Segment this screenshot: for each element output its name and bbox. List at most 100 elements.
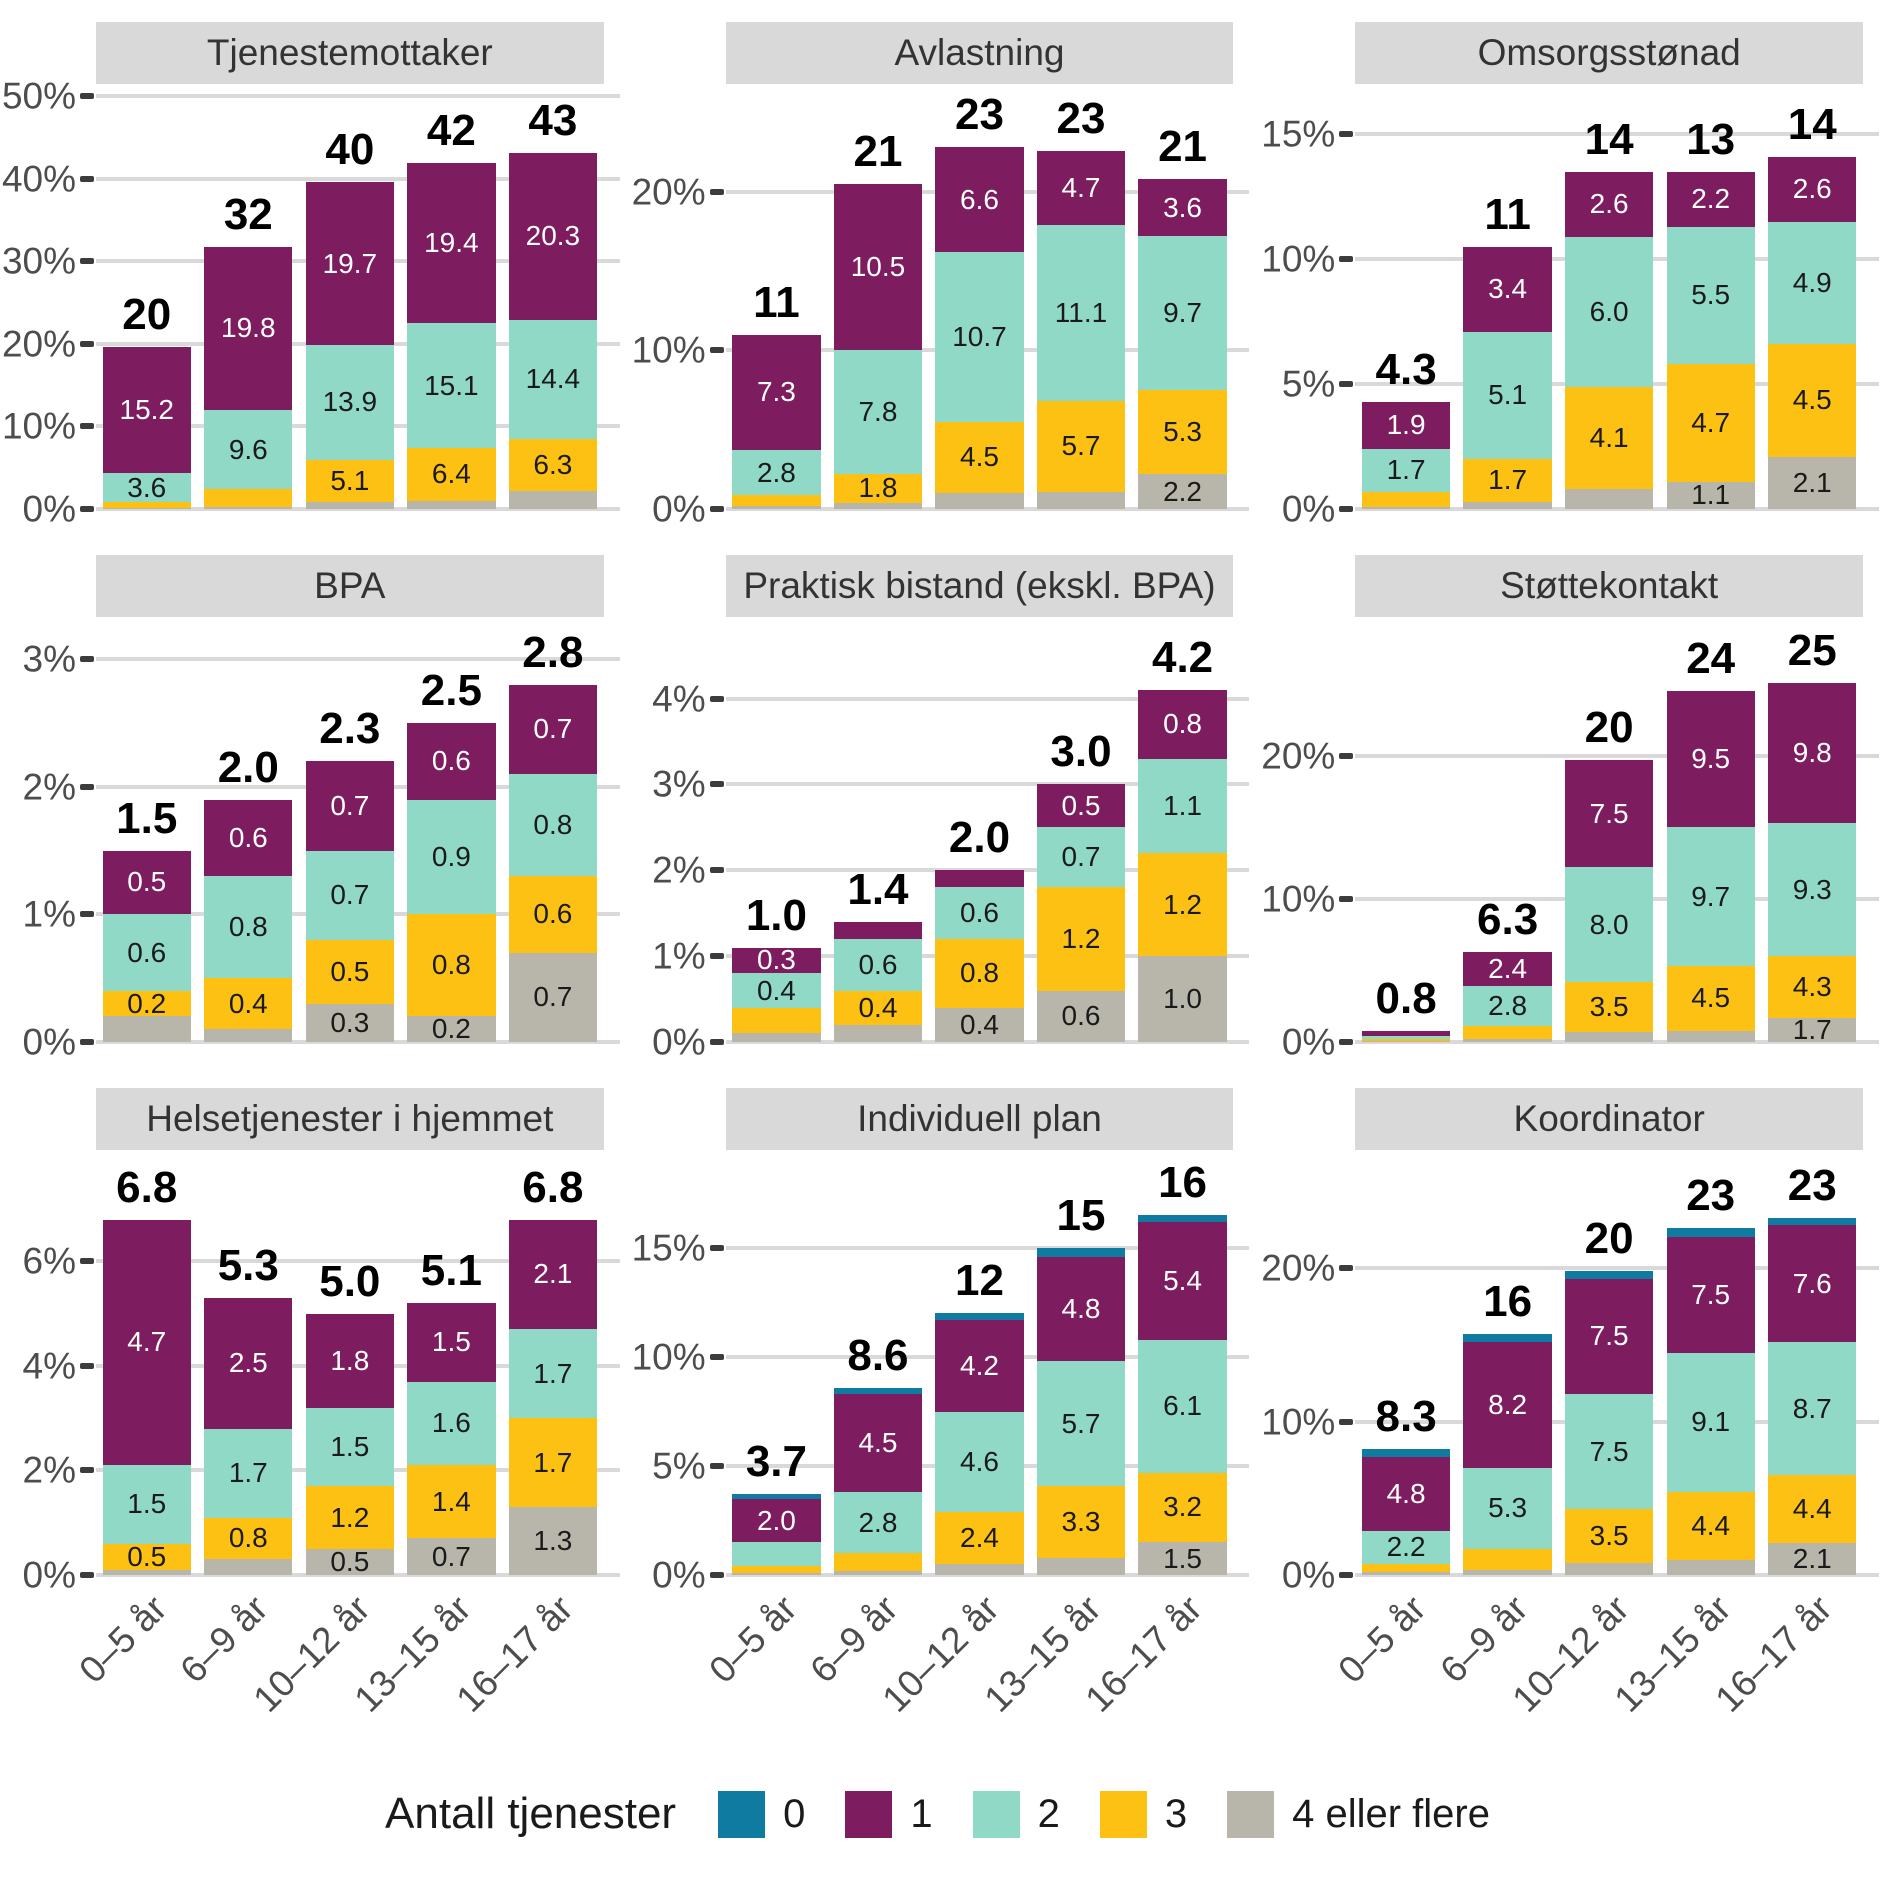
y-axis-tick-mark bbox=[709, 1354, 724, 1361]
bar-total-label: 1.0 bbox=[745, 890, 807, 940]
bar-segment-4-eller-flere bbox=[833, 502, 923, 509]
bar-segment-label: 0.6 bbox=[1061, 1000, 1101, 1032]
bar-segment-1: 9.8 bbox=[1768, 682, 1857, 824]
bar-segment-1: 0.7 bbox=[508, 684, 598, 774]
bar-segment-4-eller-flere: 0.7 bbox=[508, 952, 598, 1042]
bar-segment-1: 7.5 bbox=[1666, 1237, 1755, 1353]
facet-title: BPA bbox=[314, 565, 386, 606]
bar-total-label: 4.3 bbox=[1375, 344, 1437, 394]
gridline bbox=[96, 1040, 620, 1044]
y-axis: 0% 5% 10% 15% bbox=[1261, 84, 1355, 528]
bar-segment-1: 0.8 bbox=[1138, 690, 1227, 759]
bar-segment-4-eller-flere bbox=[1361, 1040, 1451, 1042]
y-axis-tick-label: 10% bbox=[1, 405, 76, 447]
plot-panel: 3.6 15.2 20 9.6 19.8 32 5.1 13.9 19.7 40 6.4 15.1 19… bbox=[96, 84, 620, 511]
bar-total-label: 8.6 bbox=[847, 1330, 909, 1380]
bar-segment-1: 1.9 bbox=[1361, 401, 1451, 449]
y-axis-tick-mark bbox=[1339, 506, 1354, 512]
y-axis-tick-mark bbox=[709, 188, 724, 195]
bar-segment-label: 0.8 bbox=[533, 809, 573, 841]
facet-title: Praktisk bistand (ekskl. BPA) bbox=[743, 565, 1216, 606]
bar-segment-label: 1.7 bbox=[1488, 464, 1528, 496]
stacked-bar: 1.7 1.9 4.3 bbox=[1361, 84, 1451, 509]
y-axis-tick-label: 2% bbox=[22, 766, 76, 808]
facet-title-strip: Praktisk bistand (ekskl. BPA) bbox=[725, 555, 1234, 617]
bar-segment-2 bbox=[1361, 1036, 1451, 1040]
bar-segment-3: 0.5 bbox=[102, 1540, 191, 1572]
stacked-bar: 0.6 1.2 0.7 0.5 3.0 bbox=[1036, 617, 1126, 1042]
y-axis-tick-mark bbox=[80, 175, 94, 182]
legend-item-3: 3 bbox=[1099, 1790, 1187, 1838]
bar-segment-3: 1.2 bbox=[1036, 887, 1126, 991]
y-axis-tick-mark bbox=[709, 1572, 724, 1578]
bar-segment-label: 8.2 bbox=[1488, 1388, 1528, 1420]
bar-segment-4-eller-flere: 0.5 bbox=[305, 1547, 394, 1575]
bar-segment-2: 2.8 bbox=[833, 1492, 923, 1554]
stacked-bar: 2.8 2.4 6.3 bbox=[1463, 617, 1552, 1042]
bar-segment-label: 10.5 bbox=[850, 251, 906, 283]
stacked-bar: 0.4 0.8 0.6 2.0 bbox=[935, 617, 1024, 1042]
bar-segment-label: 3.6 bbox=[1163, 191, 1203, 223]
bar-segment-1: 2.1 bbox=[508, 1219, 598, 1330]
bar-total-label: 23 bbox=[1686, 1171, 1736, 1221]
bar-segment-2: 0.4 bbox=[732, 973, 821, 1008]
y-axis-tick-label: 10% bbox=[631, 329, 706, 371]
bar-segment-3: 0.6 bbox=[508, 876, 598, 953]
bar-segment-1 bbox=[833, 921, 923, 939]
bar-segment-2 bbox=[732, 1542, 821, 1567]
bar-segment-label: 0.6 bbox=[858, 948, 898, 980]
gridline bbox=[1355, 1573, 1879, 1577]
bar-segment-1: 0.6 bbox=[204, 799, 293, 877]
bar-segment-label: 2.1 bbox=[533, 1258, 573, 1290]
bar-total-label: 1.4 bbox=[847, 864, 909, 914]
bar-total-label: 20 bbox=[1584, 1214, 1634, 1264]
bar-segment-2: 7.8 bbox=[833, 350, 923, 475]
x-axis-label: 0–5 år bbox=[71, 1587, 175, 1691]
bar-segment-3: 4.3 bbox=[1768, 956, 1857, 1018]
facet-stottekontakt: Støttekontakt 0% 10% 20% 0.8 2.8 2.4 6.3 3.5 8.0 7… bbox=[1261, 555, 1879, 1061]
bar-segment-label: 0.5 bbox=[127, 1540, 167, 1572]
plot-panel: 0.8 2.8 2.4 6.3 3.5 8.0 7.5 20 4.5 9.7 9.5 24 1.7 4.3… bbox=[1355, 617, 1879, 1044]
bar-segment-label: 5.7 bbox=[1061, 430, 1101, 462]
bar-segment-2: 0.8 bbox=[508, 774, 598, 877]
bar-total-label: 32 bbox=[223, 189, 273, 239]
bar-segment-label: 1.5 bbox=[431, 1326, 471, 1358]
bar-segment-label: 0.7 bbox=[330, 879, 370, 911]
bar-segment-label: 5.5 bbox=[1691, 279, 1731, 311]
y-axis-tick-mark bbox=[1339, 1039, 1354, 1045]
legend-items: 0 1 2 3 4 eller flere bbox=[718, 1790, 1490, 1838]
y-axis: 0% 10% 20% bbox=[632, 84, 726, 528]
y-axis-tick-mark bbox=[709, 1039, 724, 1045]
gridline bbox=[96, 1573, 620, 1577]
bar-segment-0 bbox=[1666, 1228, 1755, 1238]
legend-swatch-0 bbox=[718, 1790, 766, 1838]
y-axis-tick-mark bbox=[80, 656, 94, 663]
legend-label: 2 bbox=[1037, 1791, 1060, 1836]
bar-segment-label: 10.7 bbox=[952, 320, 1007, 352]
bar-total-label: 11 bbox=[753, 277, 800, 327]
bar-segment-2: 0.9 bbox=[407, 799, 496, 915]
facet-tjenestemottaker: Tjenestemottaker 0% 10% 20% 30% 40% 50% 3.6 15.2… bbox=[2, 22, 620, 528]
bar-segment-2: 5.5 bbox=[1666, 226, 1755, 365]
bar-segment-label: 0.6 bbox=[228, 821, 268, 853]
bar-segment-4-eller-flere: 1.3 bbox=[508, 1507, 598, 1575]
bar-segment-1: 7.5 bbox=[1564, 760, 1654, 868]
bar-segment-0 bbox=[1564, 1271, 1654, 1279]
bar-segment-1: 20.3 bbox=[508, 152, 598, 321]
bar-segment-label: 1.8 bbox=[858, 472, 898, 504]
stacked-bar: 0.4 0.3 1.0 bbox=[732, 617, 821, 1042]
bar-segment-label: 7.5 bbox=[1691, 1279, 1731, 1310]
bar-segment-2: 0.7 bbox=[305, 850, 394, 940]
stacked-bar: 4.4 9.1 7.5 23 bbox=[1666, 1150, 1755, 1575]
bar-segment-1: 5.4 bbox=[1138, 1221, 1227, 1340]
bar-segment-4-eller-flere: 0.2 bbox=[407, 1015, 496, 1043]
bar-segment-label: 0.6 bbox=[533, 898, 573, 930]
y-axis-tick-mark bbox=[1339, 1418, 1354, 1425]
bar-total-label: 6.3 bbox=[1477, 894, 1539, 944]
bar-segment-label: 0.7 bbox=[533, 713, 573, 745]
y-axis-tick-label: 1% bbox=[22, 893, 76, 935]
bar-segment-3: 4.7 bbox=[1666, 364, 1755, 482]
gridline bbox=[725, 1040, 1250, 1044]
bar-segment-1: 1.5 bbox=[407, 1303, 496, 1382]
bar-segment-label: 1.5 bbox=[1163, 1542, 1203, 1574]
